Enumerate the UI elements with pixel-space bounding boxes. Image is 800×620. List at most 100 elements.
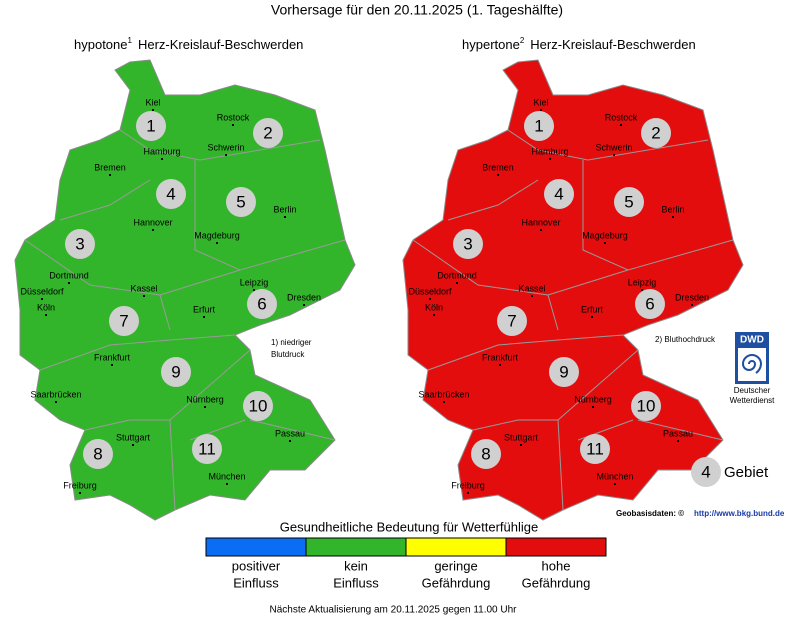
region-badge (253, 118, 283, 148)
region-number: 4 (166, 184, 175, 203)
city-label: Freiburg (451, 480, 485, 490)
legend-label: Gefährdung (522, 575, 591, 590)
map-heading: hypotone1 Herz-Kreislauf-Beschwerden (74, 36, 303, 52)
region-badge (549, 357, 579, 387)
city-label: Leipzig (628, 277, 657, 287)
logo-name: Deutscher (734, 386, 771, 395)
city-label: Dortmund (49, 270, 89, 280)
city-dot (203, 316, 205, 318)
city-label: Stuttgart (116, 432, 151, 442)
logo-swirl (741, 354, 763, 374)
city-label: Hannover (521, 217, 560, 227)
heading-word: hypotone (74, 37, 128, 52)
city-dot (520, 444, 522, 446)
legend-label: positiver (232, 558, 281, 573)
city-label: Kassel (130, 283, 157, 293)
region-number: 7 (119, 311, 128, 330)
region-number: 10 (637, 396, 656, 415)
city-label: Köln (425, 302, 443, 312)
region-number: 11 (198, 439, 216, 458)
city-dot (45, 314, 47, 316)
city-label: Schwerin (207, 142, 244, 152)
page-title: Vorhersage für den 20.11.2025 (1. Tagesh… (271, 2, 563, 18)
city-label: Bremen (482, 162, 514, 172)
region-border (159, 269, 241, 296)
city-dot (620, 124, 622, 126)
region-number: 11 (586, 439, 604, 458)
region-border (59, 179, 151, 221)
region-border (557, 419, 564, 511)
map: hypertone2 Herz-Kreislauf-Beschwerden Kiel… (402, 36, 744, 521)
city-label: Dresden (287, 292, 321, 302)
legend-label: Gefährdung (422, 575, 491, 590)
city-dot (540, 109, 542, 111)
region-number: 9 (559, 362, 568, 381)
region-number: 10 (249, 396, 268, 415)
region-number: 3 (463, 234, 472, 253)
region-border (119, 129, 321, 161)
city-label: Saarbrücken (418, 389, 469, 399)
city-label: Düsseldorf (20, 286, 64, 296)
region-badge (453, 229, 483, 259)
superscript: 1 (128, 36, 133, 45)
city-label: Hannover (133, 217, 172, 227)
region-border (412, 239, 559, 331)
city-label: Saarbrücken (30, 389, 81, 399)
city-label: Freiburg (63, 480, 97, 490)
city-label: Köln (37, 302, 55, 312)
city-label: Schwerin (595, 142, 632, 152)
source-link[interactable]: http://www.bkg.bund.de (694, 509, 785, 518)
region-badge (247, 289, 277, 319)
region-number: 7 (507, 311, 516, 330)
city-label: Nürnberg (186, 394, 224, 404)
city-label: Stuttgart (504, 432, 539, 442)
region-badge (635, 289, 665, 319)
legend-swatch (505, 537, 607, 557)
region-border (84, 349, 251, 431)
map-heading: hypertone2 Herz-Kreislauf-Beschwerden (462, 36, 696, 52)
city-dot (132, 444, 134, 446)
city-label: Frankfurt (94, 352, 131, 362)
region-border (194, 160, 346, 271)
region-badge (226, 187, 256, 217)
region-border (447, 179, 539, 221)
region-number: 2 (263, 123, 272, 142)
legend-swatch (205, 537, 307, 557)
region-badge (544, 179, 574, 209)
city-dot (613, 154, 615, 156)
region-border (169, 419, 176, 511)
country-shape (14, 59, 356, 521)
region-number: 9 (171, 362, 180, 381)
city-dot (497, 174, 499, 176)
key-label: Gebiet (724, 464, 769, 481)
city-label: Kiel (533, 97, 548, 107)
city-dot (592, 406, 594, 408)
region-badge (83, 439, 113, 469)
region-border (547, 269, 629, 296)
region-number: 5 (236, 192, 245, 211)
region-badge (641, 118, 671, 148)
city-dot (232, 124, 234, 126)
region-number: 1 (534, 116, 543, 135)
note: Blutdruck (271, 350, 305, 359)
region-badge (109, 306, 139, 336)
region-badge (243, 391, 273, 421)
region-border (249, 419, 336, 441)
city-label: Erfurt (193, 304, 216, 314)
legend-swatch (405, 537, 507, 557)
city-dot (672, 216, 674, 218)
city-dot (225, 154, 227, 156)
region-border (39, 334, 236, 371)
city-dot (289, 440, 291, 442)
city-dot (152, 229, 154, 231)
region-badge (580, 434, 610, 464)
city-label: Passau (275, 428, 305, 438)
city-dot (641, 289, 643, 291)
city-dot (443, 401, 445, 403)
region-badge (614, 187, 644, 217)
note: 1) niedriger (271, 338, 312, 347)
note: 2) Bluthochdruck (655, 335, 716, 344)
city-label: Kiel (145, 97, 160, 107)
city-label: Rostock (217, 112, 250, 122)
